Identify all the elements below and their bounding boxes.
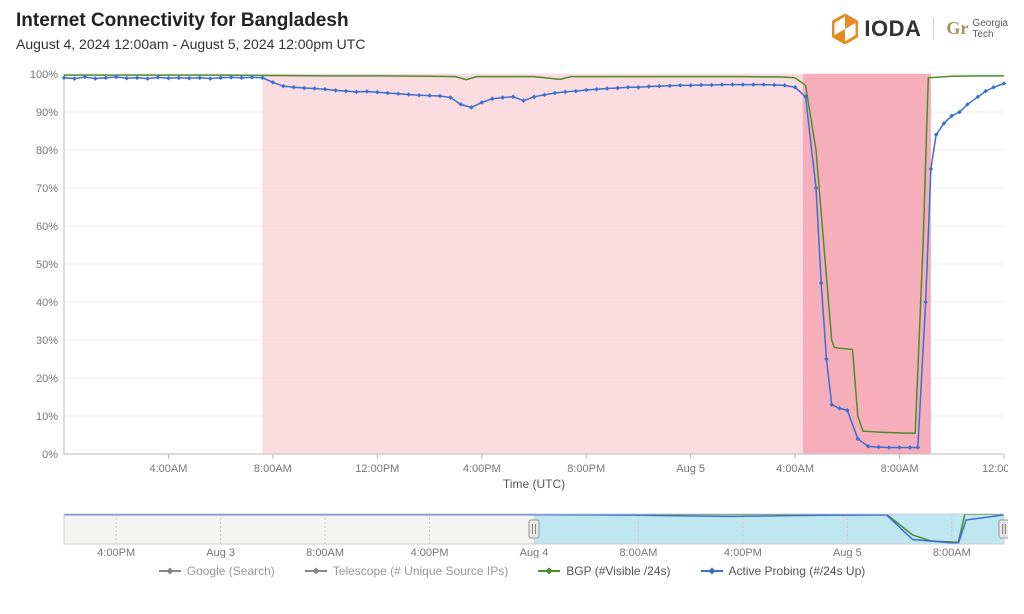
overview-x-tick: 4:00PM [411,547,449,558]
x-tick-label: Aug 5 [676,463,705,475]
legend-item-telescope[interactable]: Telescope (# Unique Source IPs) [305,564,508,578]
y-tick-label: 40% [36,297,58,309]
y-tick-label: 30% [36,335,58,347]
overview-x-tick: 4:00PM [724,547,762,558]
x-tick-label: 4:00PM [463,463,501,475]
overview-x-tick: Aug 3 [206,547,235,558]
legend-swatch-icon [305,570,327,572]
overview-x-tick: 4:00PM [97,547,135,558]
legend-swatch-icon [701,570,723,572]
y-tick-label: 60% [36,221,58,233]
series-marker [187,76,192,81]
overview-selection[interactable] [534,514,1004,544]
gt-text: Georgia Tech [972,18,1008,40]
header: Internet Connectivity for Bangladesh Aug… [16,10,1008,52]
y-tick-label: 90% [36,107,58,119]
x-tick-label: 8:00AM [881,463,919,475]
overview-chart: 4:00PM Aug 3 8:00AM 4:00PM Aug 4 8:00AM 4:00PM… [16,512,1008,558]
series-marker [218,76,223,81]
legend-item-google[interactable]: Google (Search) [159,564,275,578]
series-marker [239,76,244,81]
legend-item-bgp[interactable]: BGP (#Visible /24s) [538,564,670,578]
ioda-hex-icon [832,14,858,44]
overview-x-tick: 8:00AM [619,547,657,558]
y-tick-label: 50% [36,259,58,271]
overview-handle[interactable] [529,520,539,538]
series-marker [104,76,109,81]
logo-block: IODA Gr Georgia Tech [832,10,1008,44]
x-tick-label: 12:00PM [355,463,399,475]
x-axis-label: Time (UTC) [503,477,565,491]
series-marker [1002,81,1007,86]
series-marker [198,76,203,81]
series-marker [93,76,98,81]
title-block: Internet Connectivity for Bangladesh Aug… [16,10,365,52]
legend-label: Google (Search) [187,564,275,578]
legend-swatch-icon [538,570,560,572]
legend-label: Active Probing (#/24s Up) [729,564,866,578]
series-marker [62,76,67,81]
y-tick-label: 20% [36,373,58,385]
y-tick-label: 0% [42,449,58,461]
series-marker [124,76,129,81]
overview-x-tick: Aug 4 [520,547,549,558]
x-tick-label: 4:00AM [776,463,814,475]
legend-label: Telescope (# Unique Source IPs) [333,564,508,578]
legend-item-probing[interactable]: Active Probing (#/24s Up) [701,564,866,578]
y-tick-label: 80% [36,145,58,157]
series-marker [177,76,182,81]
outage-band [803,74,931,454]
georgia-tech-logo: Gr Georgia Tech [933,18,1008,40]
ioda-logo: IODA [832,14,921,44]
legend: Google (Search) Telescope (# Unique Sourc… [16,564,1008,578]
series-marker [208,76,213,81]
main-chart: 0% 10% 20% 30% 40% 50% 60% 70% 80% 90% 100% 4:00AM 8… [16,64,1008,504]
series-marker [135,76,140,81]
main-chart-svg[interactable]: 0% 10% 20% 30% 40% 50% 60% 70% 80% 90% 100% 4:00AM 8… [16,64,1008,504]
subtitle: August 4, 2024 12:00am - August 5, 2024 … [16,36,365,52]
x-tick-label: 12:00PM [982,463,1008,475]
x-tick-label: 8:00PM [567,463,605,475]
legend-swatch-icon [159,570,181,572]
series-marker [145,76,150,81]
series-marker [72,76,77,81]
overview-x-tick: Aug 5 [833,547,862,558]
x-tick-label: 8:00AM [254,463,292,475]
overview-x-tick: 8:00AM [306,547,344,558]
ioda-logo-text: IODA [864,16,921,42]
y-tick-label: 70% [36,183,58,195]
legend-label: BGP (#Visible /24s) [566,564,670,578]
gt-mark: Gr [946,19,968,39]
page-title: Internet Connectivity for Bangladesh [16,10,365,32]
overview-x-tick: 8:00AM [933,547,971,558]
overview-chart-svg[interactable]: 4:00PM Aug 3 8:00AM 4:00PM Aug 4 8:00AM 4:00PM… [16,512,1008,558]
x-tick-label: 4:00AM [149,463,187,475]
series-marker [166,76,171,81]
y-tick-label: 10% [36,411,58,423]
y-tick-label: 100% [30,69,58,81]
